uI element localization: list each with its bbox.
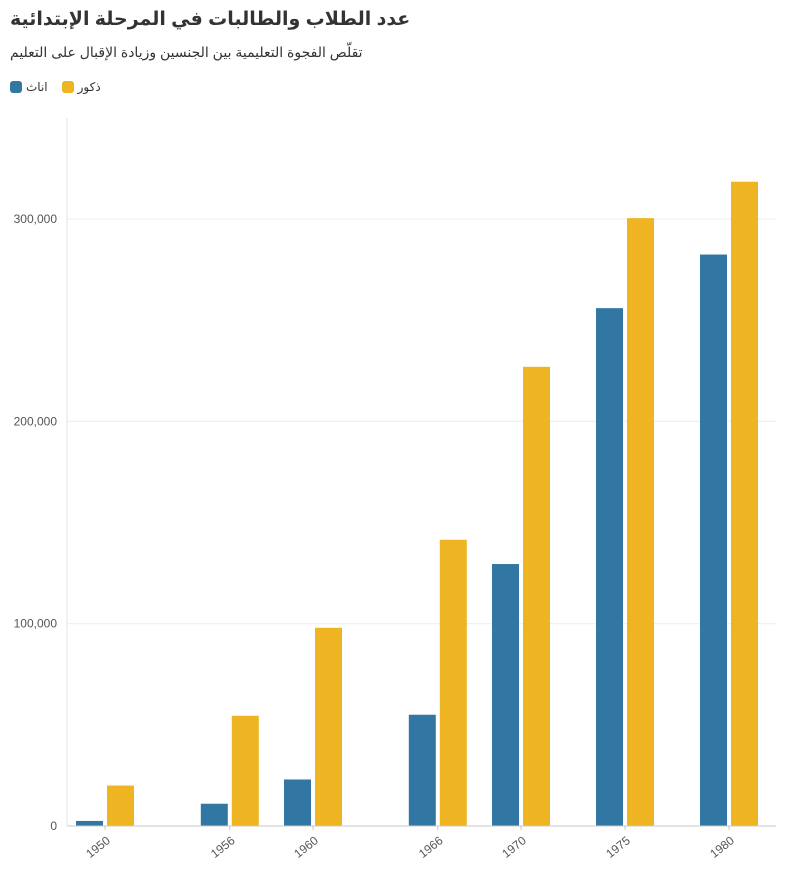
- x-tick-label: 1966: [416, 833, 446, 861]
- y-tick-label: 100,000: [14, 617, 58, 631]
- legend-label-female: اناث: [26, 80, 48, 94]
- chart-title: عدد الطلاب والطالبات في المرحلة الإبتدائ…: [10, 9, 411, 30]
- chart-subtitle: تقلّص الفجوة التعليمية بين الجنسين وزياد…: [10, 44, 363, 60]
- x-tick-label: 1956: [208, 833, 238, 861]
- bar-female-1980[interactable]: [700, 254, 727, 827]
- x-tick-label: 1980: [707, 833, 737, 861]
- legend-swatch-female: [10, 81, 22, 93]
- x-tick-label: 1960: [291, 833, 321, 861]
- bar-male-1970[interactable]: [523, 366, 550, 826]
- legend-swatch-male: [61, 81, 74, 93]
- legend-label-male: ذكور: [77, 80, 101, 94]
- y-tick-label: 200,000: [14, 414, 58, 428]
- bar-male-1960[interactable]: [315, 627, 342, 826]
- bar-male-1966[interactable]: [439, 539, 467, 826]
- legend: اناث ذكور: [10, 80, 101, 94]
- bar-female-1950[interactable]: [76, 820, 103, 826]
- bar-female-1960[interactable]: [284, 779, 311, 826]
- bar-male-1956[interactable]: [231, 715, 259, 826]
- bar-female-1970[interactable]: [492, 564, 519, 826]
- x-tick-label: 1970: [499, 833, 529, 861]
- bar-female-1956[interactable]: [200, 803, 228, 826]
- bar-male-1980[interactable]: [731, 181, 758, 827]
- x-tick-label: 1975: [603, 833, 633, 861]
- bar-male-1975[interactable]: [627, 218, 654, 827]
- y-tick-label: 300,000: [14, 212, 58, 226]
- legend-item-male[interactable]: ذكور: [61, 80, 101, 94]
- x-tick-label: 1950: [83, 833, 113, 861]
- bar-female-1975[interactable]: [596, 308, 623, 826]
- y-tick-label: 0: [50, 819, 57, 833]
- bar-male-1950[interactable]: [107, 785, 134, 826]
- bar-female-1966[interactable]: [408, 714, 436, 826]
- legend-item-female[interactable]: اناث: [10, 80, 48, 94]
